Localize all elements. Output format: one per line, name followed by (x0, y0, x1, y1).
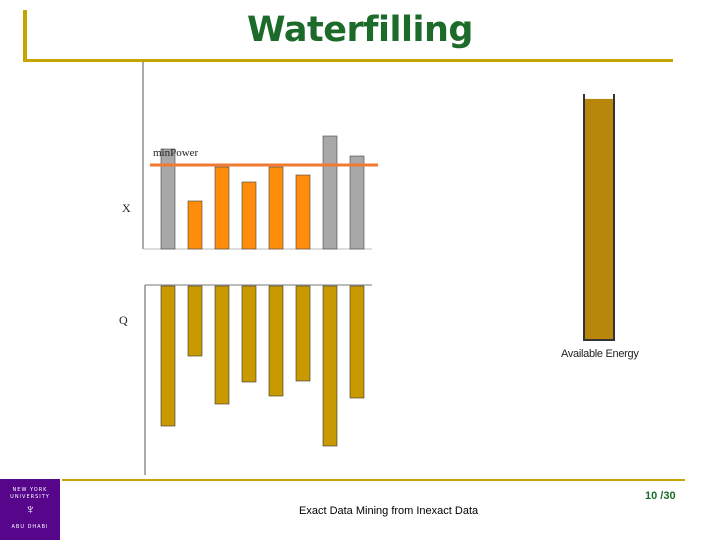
q-bar (295, 285, 311, 382)
q-bar (349, 285, 365, 399)
q-bar (241, 285, 257, 383)
x-bar (268, 166, 284, 250)
title-underline (23, 59, 673, 62)
university-logo: NEW YORK UNIVERSITY ♆ ABU DHABI (0, 479, 60, 540)
x-bar (349, 155, 365, 250)
footer-caption: Exact Data Mining from Inexact Data (299, 505, 479, 517)
x-bar (295, 174, 311, 250)
x-bar (160, 148, 176, 250)
torch-icon: ♆ (25, 501, 36, 517)
available-energy-label: Available Energy (561, 348, 639, 360)
q-bar (187, 285, 203, 357)
footer-divider (62, 479, 685, 481)
q-bar (160, 285, 176, 427)
x-bar (214, 166, 230, 250)
q-bar (268, 285, 284, 397)
title-accent-left (23, 10, 27, 61)
logo-text-line2: UNIVERSITY (10, 494, 50, 500)
slide-title: Waterfilling (247, 10, 473, 50)
x-bar (187, 200, 203, 250)
x-bar (241, 181, 257, 250)
q-bar (214, 285, 230, 405)
logo-text-line1: NEW YORK (12, 487, 48, 493)
min-power-label: minPower (153, 147, 199, 159)
q-axis-label: Q (119, 313, 128, 327)
logo-text-line3: ABU DHABI (11, 524, 49, 530)
page-number: 10 /30 (645, 490, 676, 502)
energy-tank-outline (583, 94, 615, 341)
x-axis-label: X (122, 201, 131, 215)
x-bar (322, 135, 338, 250)
energy-tank-fill (584, 98, 614, 340)
q-bar (322, 285, 338, 447)
